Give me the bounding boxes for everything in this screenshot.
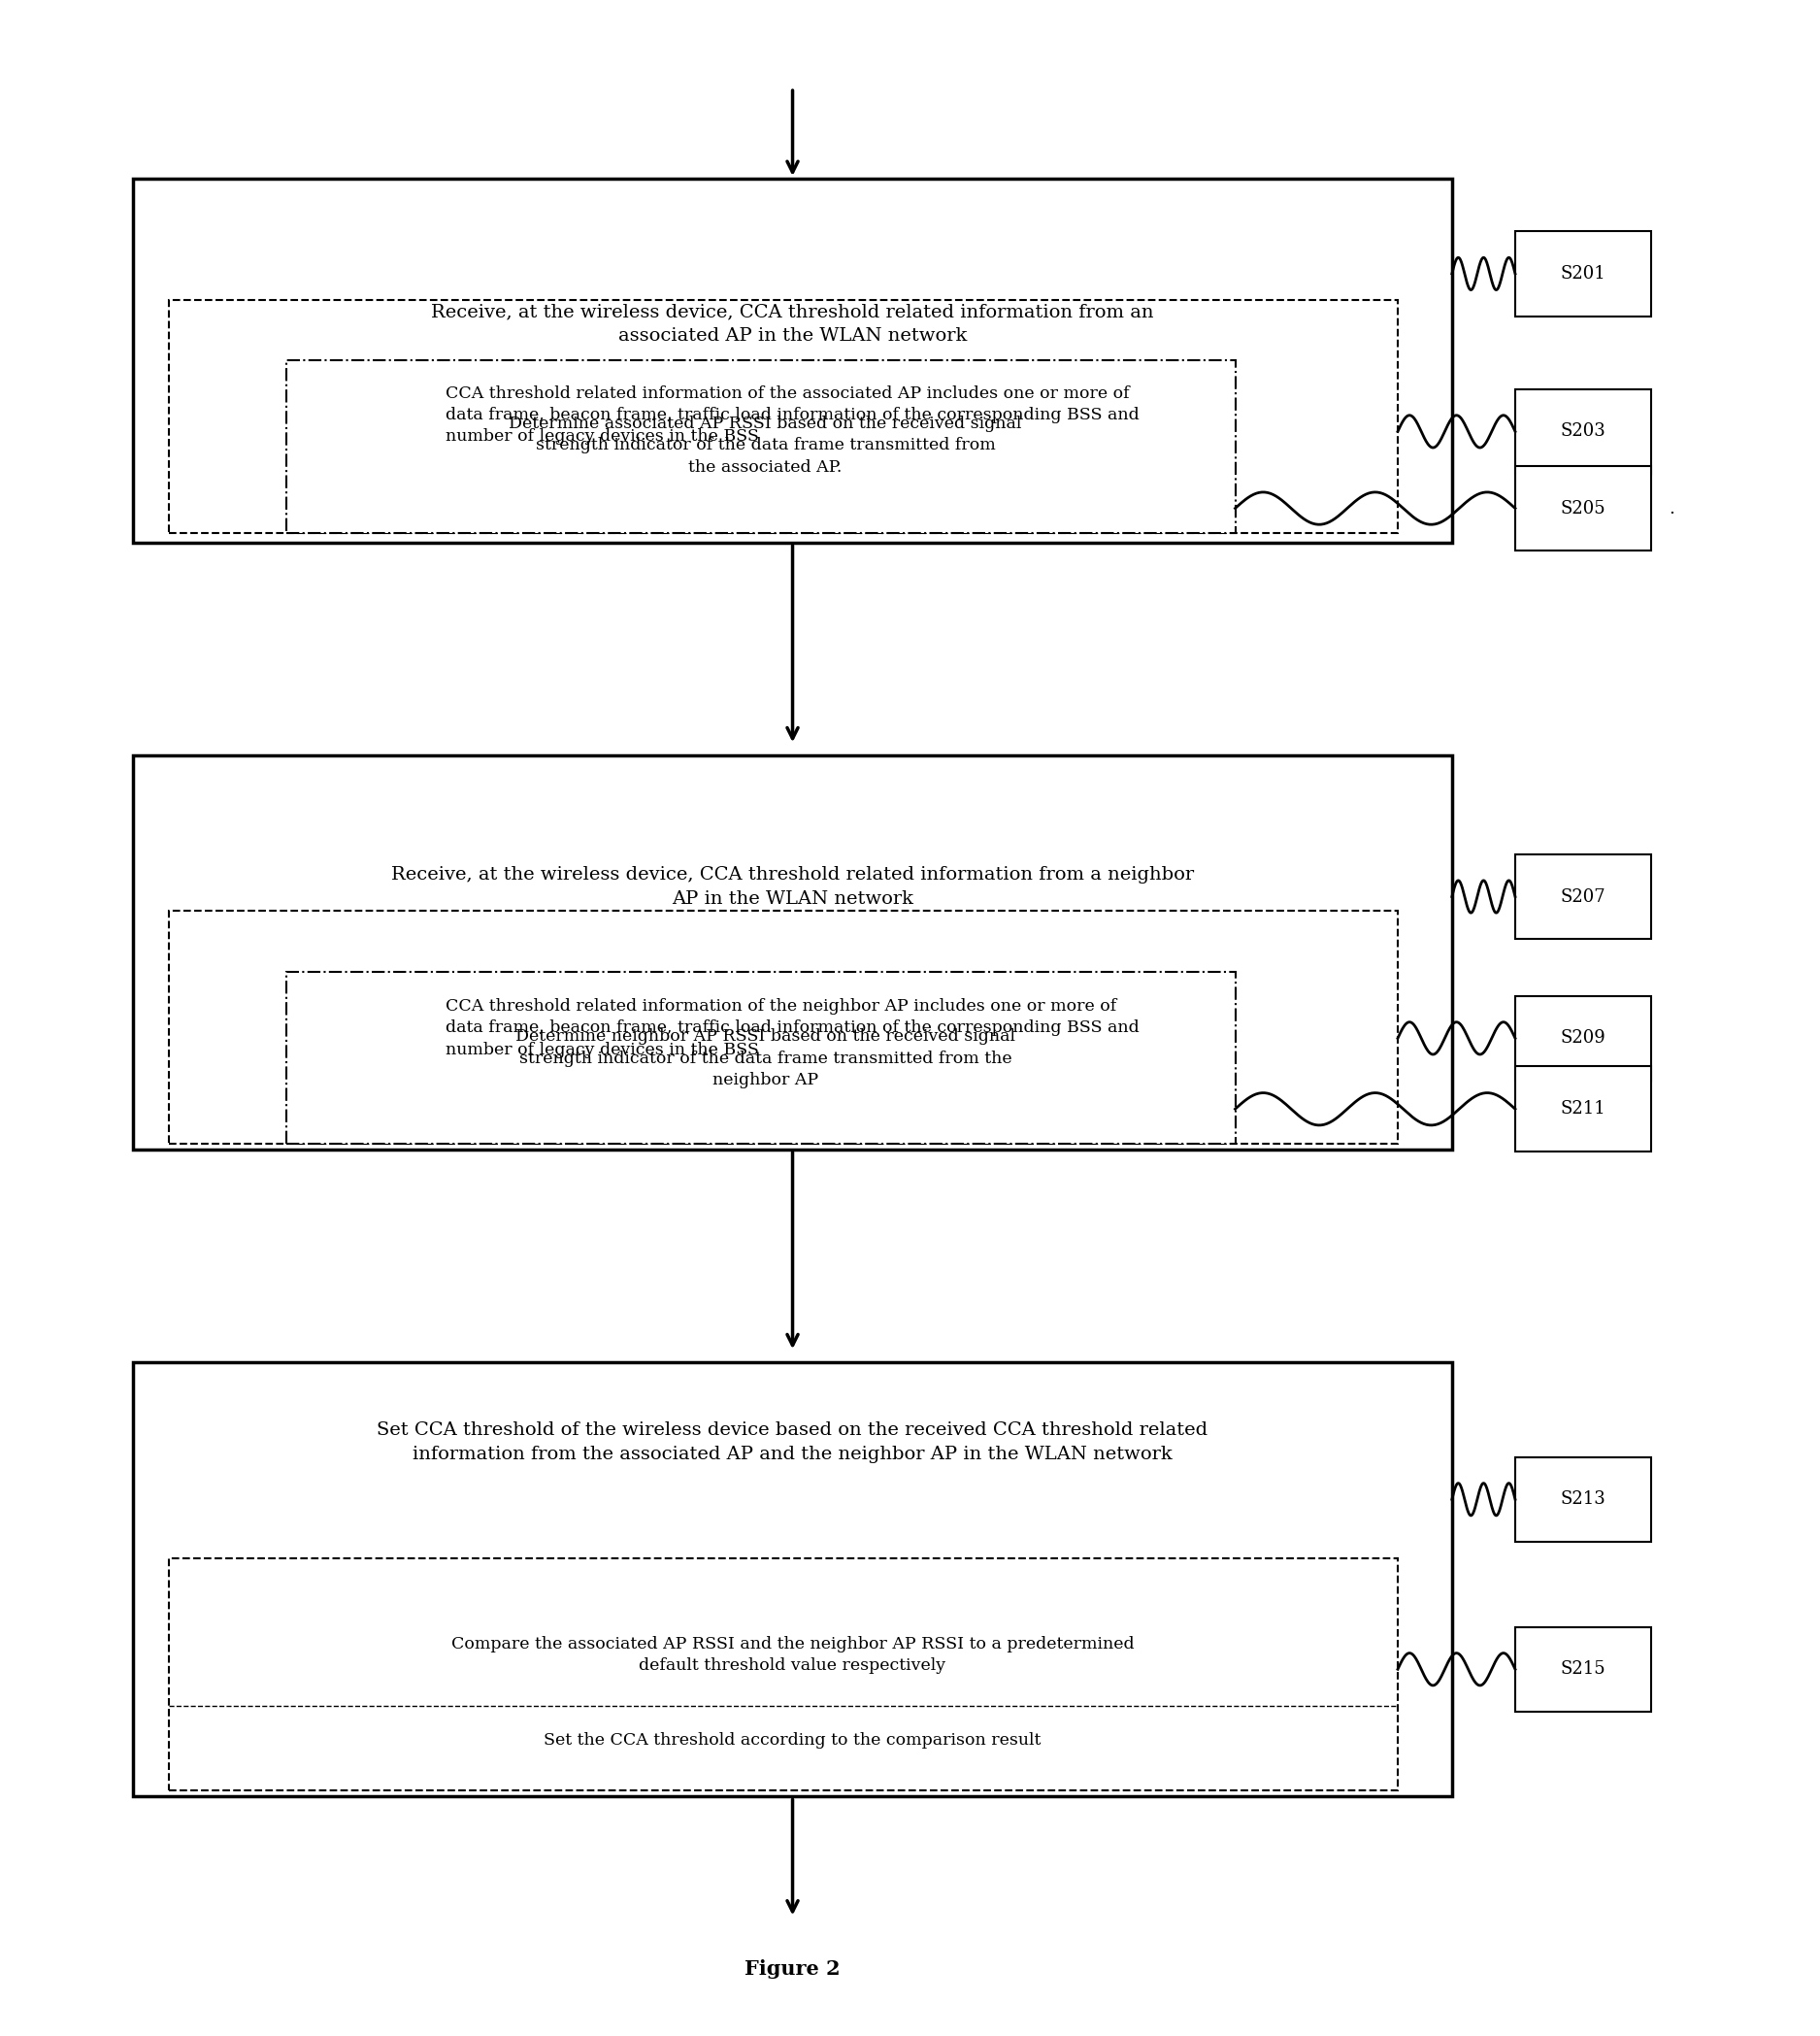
Text: .: .: [1669, 499, 1674, 517]
FancyBboxPatch shape: [169, 299, 1398, 533]
Text: S205: S205: [1560, 499, 1605, 517]
Text: CCA threshold related information of the associated AP includes one or more of
d: CCA threshold related information of the…: [446, 385, 1139, 446]
Text: S203: S203: [1560, 423, 1605, 440]
Text: Set the CCA threshold according to the comparison result: Set the CCA threshold according to the c…: [544, 1733, 1041, 1749]
Text: S207: S207: [1560, 888, 1605, 906]
Text: Determine neighbor AP RSSI based on the received signal
strength indicator of th: Determine neighbor AP RSSI based on the …: [515, 1028, 1016, 1089]
Text: Set CCA threshold of the wireless device based on the received CCA threshold rel: Set CCA threshold of the wireless device…: [377, 1421, 1208, 1464]
FancyBboxPatch shape: [169, 1558, 1398, 1790]
FancyBboxPatch shape: [288, 360, 1236, 533]
Text: Compare the associated AP RSSI and the neighbor AP RSSI to a predetermined
defau: Compare the associated AP RSSI and the n…: [451, 1637, 1134, 1674]
FancyBboxPatch shape: [133, 179, 1452, 544]
FancyBboxPatch shape: [288, 971, 1236, 1144]
Text: S201: S201: [1560, 265, 1605, 283]
Text: S211: S211: [1560, 1099, 1605, 1118]
FancyBboxPatch shape: [1516, 1627, 1651, 1712]
Text: S215: S215: [1560, 1661, 1605, 1678]
FancyBboxPatch shape: [1516, 855, 1651, 939]
FancyBboxPatch shape: [1516, 996, 1651, 1081]
FancyBboxPatch shape: [1516, 1067, 1651, 1152]
Text: Receive, at the wireless device, CCA threshold related information from an
assoc: Receive, at the wireless device, CCA thr…: [431, 303, 1154, 346]
FancyBboxPatch shape: [133, 1362, 1452, 1796]
FancyBboxPatch shape: [169, 910, 1398, 1144]
Text: S213: S213: [1560, 1490, 1605, 1509]
Text: Figure 2: Figure 2: [744, 1959, 841, 1979]
Text: S209: S209: [1560, 1030, 1605, 1047]
FancyBboxPatch shape: [1516, 389, 1651, 474]
FancyBboxPatch shape: [133, 755, 1452, 1150]
Text: CCA threshold related information of the neighbor AP includes one or more of
dat: CCA threshold related information of the…: [446, 998, 1139, 1059]
FancyBboxPatch shape: [1516, 1458, 1651, 1541]
Text: Determine associated AP RSSI based on the received signal
strength indicator of : Determine associated AP RSSI based on th…: [510, 415, 1021, 476]
FancyBboxPatch shape: [1516, 466, 1651, 552]
Text: Receive, at the wireless device, CCA threshold related information from a neighb: Receive, at the wireless device, CCA thr…: [391, 865, 1194, 908]
FancyBboxPatch shape: [1516, 232, 1651, 316]
